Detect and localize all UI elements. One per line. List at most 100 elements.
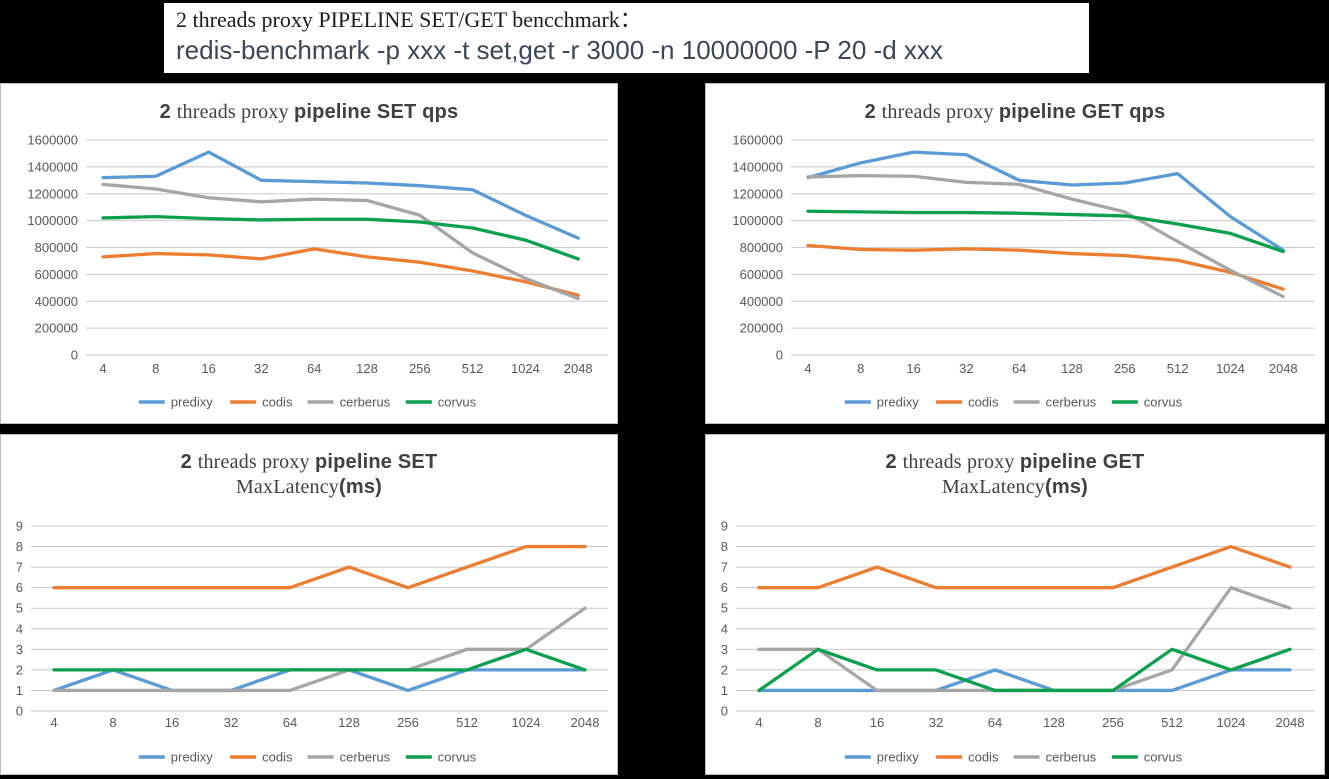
y-axis-tick-label: 5 [16,601,23,616]
x-axis-tick-label: 64 [283,715,297,730]
x-axis-tick-label: 32 [254,361,268,376]
legend-label-predixy: predixy [877,750,919,765]
y-axis-tick-label: 1000000 [732,213,783,228]
legend: predixy codis cerberus corvus [844,395,1183,410]
chart-title-line2: MaxLatency(ms) [942,476,1088,498]
y-axis-tick-label: 5 [721,601,728,616]
benchmark-command: redis-benchmark -p xxx -t set,get -r 300… [176,34,943,65]
y-axis-tick-label: 600000 [740,267,783,282]
chart-title: 2 threads proxy pipeline SET [181,451,438,473]
y-axis-tick-label: 800000 [740,240,783,255]
legend: predixy codis cerberus corvus [138,395,477,410]
series-line-predixy [101,150,580,240]
y-axis-tick-label: 600000 [35,267,78,282]
x-axis-tick-label: 4 [50,715,57,730]
y-axis-tick-label: 9 [16,519,23,534]
legend-label-predixy: predixy [171,395,213,410]
legend-label-predixy: predixy [877,395,919,410]
set-latency-line-chart: 0 1 2 3 4 5 6 7 8 9 4 8 16 32 64 128 256 512 1024 2048 2 thr… [16,451,608,765]
legend-label-corvus: corvus [438,750,477,765]
y-axis-tick-label: 1200000 [27,186,78,201]
chart-panel-set-latency: 0 1 2 3 4 5 6 7 8 9 4 8 16 32 64 128 256 512 1024 2048 2 thr… [0,434,618,775]
x-axis-tick-label: 8 [814,715,821,730]
series-line-codis [52,544,587,590]
legend-label-cerberus: cerberus [340,750,391,765]
get-latency-line-chart: 0 1 2 3 4 5 6 7 8 9 4 8 16 32 64 128 256 512 1024 2048 2 thr… [721,451,1315,765]
y-axis-tick-label: 0 [16,704,23,719]
y-axis-tick-label: 8 [721,539,728,554]
series-line-cerberus [101,182,580,301]
y-axis-tick-label: 0 [721,704,728,719]
legend-label-corvus: corvus [1144,395,1183,410]
x-axis-tick-label: 512 [462,361,484,376]
chart-title: 2 threads proxy pipeline SET qps [160,101,459,123]
set-qps-line-chart: 0 200000 400000 600000 800000 1000000 1200000 1… [27,101,608,410]
x-axis-tick-label: 128 [338,715,360,730]
x-axis-tick-label: 8 [857,361,864,376]
x-axis-tick-label: 4 [804,361,811,376]
chart-panel-get-latency: 0 1 2 3 4 5 6 7 8 9 4 8 16 32 64 128 256 512 1024 2048 2 thr… [705,434,1325,775]
series-line-codis [757,544,1292,590]
y-axis-tick-label: 1400000 [27,159,78,174]
legend-label-cerberus: cerberus [1046,750,1097,765]
series-line-corvus [52,647,587,672]
x-axis-tick-label: 16 [165,715,179,730]
legend-label-codis: codis [968,750,999,765]
x-axis-tick-label: 2048 [1276,715,1305,730]
y-axis-tick-label: 1 [721,683,728,698]
benchmark-title: 2 threads proxy PIPELINE SET/GET bencchm… [176,7,642,32]
y-axis-tick-label: 4 [16,621,23,636]
x-axis-tick-label: 128 [356,361,378,376]
y-axis-tick-label: 6 [16,580,23,595]
legend-label-corvus: corvus [1144,750,1183,765]
y-axis-tick-label: 1600000 [732,133,783,148]
series-line-corvus [806,209,1285,254]
x-axis-tick-label: 128 [1043,715,1065,730]
y-axis-tick-label: 400000 [740,294,783,309]
series-line-predixy [806,150,1285,252]
y-axis-tick-label: 3 [721,642,728,657]
legend-label-corvus: corvus [438,395,477,410]
legend-label-cerberus: cerberus [340,395,391,410]
y-axis-tick-label: 1600000 [27,133,78,148]
y-axis-tick-label: 7 [16,560,23,575]
x-axis-tick-label: 1024 [1216,361,1245,376]
x-axis-tick-label: 128 [1061,361,1083,376]
chart-title: 2 threads proxy pipeline GET [886,451,1145,473]
x-axis-tick-label: 256 [1102,715,1124,730]
x-axis-tick-label: 16 [906,361,920,376]
x-axis-tick-label: 1024 [512,715,541,730]
series-line-cerberus [757,586,1292,693]
y-axis-tick-label: 1200000 [732,186,783,201]
y-axis-tick-label: 7 [721,560,728,575]
x-axis-tick-label: 2048 [1269,361,1298,376]
x-axis-tick-label: 512 [1161,715,1183,730]
chart-panel-get-qps: 0 200000 400000 600000 800000 1000000 1200000 1… [705,83,1325,424]
x-axis-tick-label: 32 [224,715,238,730]
x-axis-tick-label: 64 [988,715,1002,730]
y-axis-tick-label: 1 [16,683,23,698]
x-axis-tick-label: 2048 [564,361,593,376]
y-axis-tick-label: 4 [721,621,728,636]
legend: predixy codis cerberus corvus [138,750,477,765]
legend-label-cerberus: cerberus [1046,395,1097,410]
benchmark-header: 2 threads proxy PIPELINE SET/GET bencchm… [163,2,1090,74]
y-axis-tick-label: 8 [16,539,23,554]
chart-title: 2 threads proxy pipeline GET qps [865,101,1166,123]
chart-panel-set-qps: 0 200000 400000 600000 800000 1000000 1200000 1… [0,83,618,424]
y-axis-tick-label: 0 [71,348,78,363]
legend: predixy codis cerberus corvus [844,750,1183,765]
series-line-codis [806,243,1285,291]
x-axis-tick-label: 8 [152,361,159,376]
y-axis-tick-label: 6 [721,580,728,595]
legend-label-codis: codis [262,395,293,410]
y-axis-tick-label: 3 [16,642,23,657]
x-axis-tick-label: 256 [397,715,419,730]
y-axis-tick-label: 200000 [35,321,78,336]
y-axis-tick-label: 1400000 [732,159,783,174]
x-axis-tick-label: 16 [201,361,215,376]
y-axis-tick-label: 400000 [35,294,78,309]
series-line-codis [101,247,580,297]
x-axis-tick-label: 256 [409,361,431,376]
